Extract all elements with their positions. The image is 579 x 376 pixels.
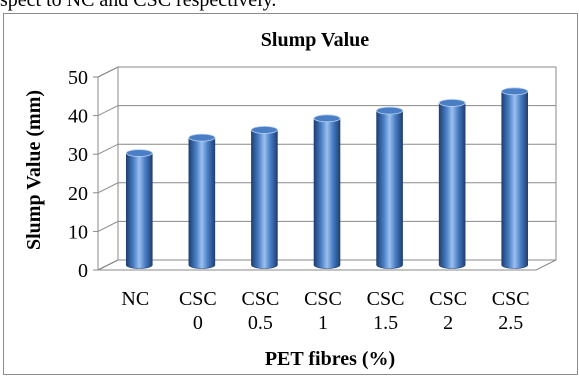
bar	[188, 133, 216, 269]
caption-fragment: spect to NC and CSC respectively.	[0, 0, 277, 11]
gridlines	[93, 66, 556, 271]
x-tick-label-line: NC	[121, 288, 149, 310]
gridline	[97, 66, 556, 78]
x-tick-label-line: 0	[193, 312, 203, 334]
gridline	[97, 143, 556, 155]
x-tick-label: CSC 0	[179, 288, 217, 334]
x-tick-label-line: 0.5	[248, 312, 273, 334]
y-tick-label: 20	[68, 183, 88, 205]
y-axis-ticks: 0 10 20 30 40 50	[68, 67, 88, 282]
chart-title: Slump Value	[261, 29, 370, 51]
bar-body	[188, 137, 216, 269]
y-tick-label: 0	[78, 260, 88, 282]
y-tick-label: 50	[68, 67, 88, 89]
bar-body	[438, 102, 466, 269]
chart-frame	[3, 13, 578, 375]
bar-body	[125, 152, 153, 269]
bar-top	[251, 125, 278, 134]
bar	[251, 125, 278, 269]
y-tick-label: 10	[68, 221, 88, 243]
x-tick-label: CSC 2.5	[492, 288, 530, 334]
gridline	[97, 259, 556, 271]
x-tick-label: CSC 1	[304, 288, 342, 334]
x-axis-label: PET fibres (%)	[265, 348, 395, 370]
bar-top	[313, 114, 341, 123]
y-tick-label: 30	[68, 144, 88, 166]
bar-body	[313, 118, 341, 269]
y-tick-label: 40	[68, 106, 88, 128]
bar-top	[376, 106, 403, 115]
gridline	[97, 105, 556, 117]
bar	[438, 98, 466, 269]
bars	[125, 87, 529, 269]
x-tick-label: CSC 1.5	[367, 288, 405, 334]
x-tick-label-line: CSC	[304, 288, 342, 310]
bar	[125, 149, 153, 269]
bar	[376, 106, 403, 269]
gridline	[97, 220, 556, 232]
y-axis-label: Slump Value (mm)	[23, 90, 45, 250]
x-tick-label: NC	[121, 288, 149, 310]
bar-body	[501, 91, 529, 269]
x-tick-label-line: 2.5	[498, 312, 523, 334]
x-tick-label-line: 2	[443, 312, 453, 334]
x-tick-label-line: CSC	[242, 288, 280, 310]
bar-top	[438, 98, 466, 107]
x-tick-label-line: 1.5	[373, 312, 398, 334]
x-tick-label-line: CSC	[429, 288, 467, 310]
bar	[313, 114, 341, 269]
x-tick-label-line: CSC	[367, 288, 405, 310]
x-tick-label-line: CSC	[179, 288, 217, 310]
side-wall	[97, 66, 119, 271]
bar-body	[376, 110, 403, 269]
bar-body	[251, 129, 278, 269]
x-tick-label-line: 1	[318, 312, 328, 334]
bar	[501, 87, 529, 269]
bar-top	[188, 133, 216, 142]
bar-top	[125, 149, 153, 157]
gridline	[97, 182, 556, 194]
x-tick-label: CSC 2	[429, 288, 467, 334]
bar-top	[501, 87, 529, 96]
x-tick-label-line: CSC	[492, 288, 530, 310]
x-tick-label: CSC 0.5	[242, 288, 280, 334]
